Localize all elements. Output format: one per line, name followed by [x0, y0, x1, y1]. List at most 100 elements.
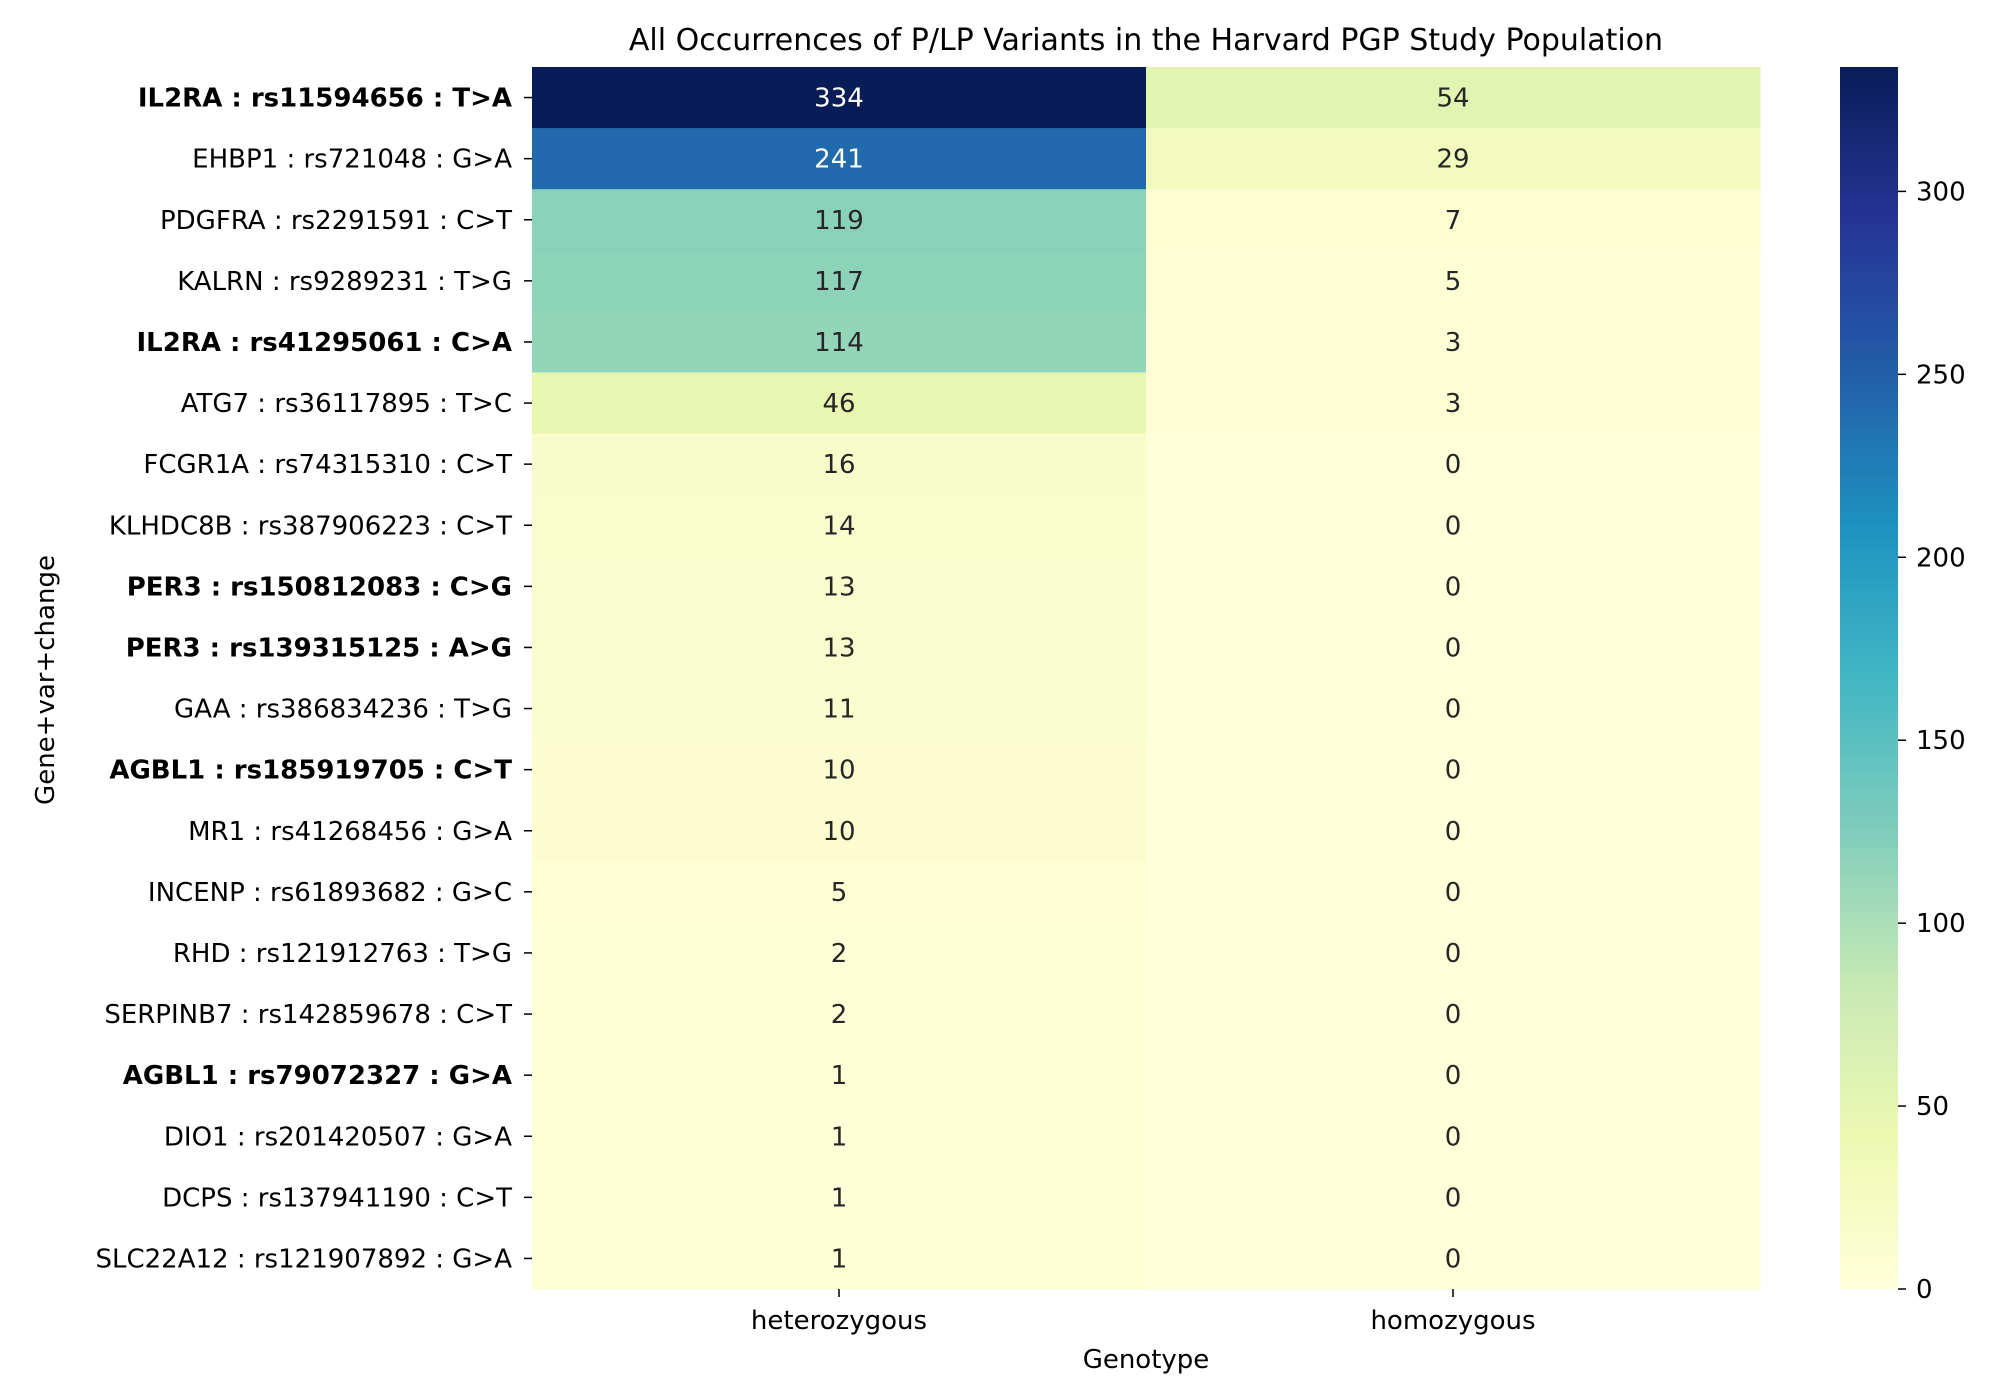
colorbar-ticks: 0 50 100 150 200 250 300: [1898, 177, 1966, 1305]
colorbar-tick-label: 200: [1916, 543, 1966, 573]
cell-value-label: 1: [831, 1061, 848, 1091]
heatmap-cell: [532, 372, 1147, 435]
y-tick-label: GAA : rs386834236 : T>G: [174, 695, 512, 725]
heatmap-cell: [1146, 1166, 1761, 1229]
heatmap-cell: [1146, 1227, 1761, 1290]
cell-value-label: 0: [1445, 1183, 1462, 1213]
cell-value-label: 0: [1445, 939, 1462, 969]
x-tick-label: homozygous: [1370, 1306, 1535, 1336]
row-labels: IL2RA : rs11594656 : T>A EHBP1 : rs721048…: [95, 84, 532, 1274]
cell-value-label: 1: [831, 1244, 848, 1274]
cell-value-label: 54: [1436, 84, 1469, 114]
y-tick-label: KALRN : rs9289231 : T>G: [177, 267, 512, 297]
x-axis-label: Genotype: [1083, 1345, 1210, 1375]
colorbar-tick-label: 100: [1916, 909, 1966, 939]
cell-value-label: 1: [831, 1183, 848, 1213]
heatmap-cell: [1146, 67, 1761, 129]
colorbar-tick-label: 300: [1916, 177, 1966, 207]
cell-value-label: 10: [822, 817, 855, 847]
cell-value-label: 119: [814, 206, 864, 236]
heatmap-cell: [1146, 372, 1761, 435]
colorbar: [1840, 67, 1898, 1289]
heatmap-cell: [532, 1105, 1147, 1168]
heatmap-cell: [532, 433, 1147, 496]
y-tick-label: FCGR1A : rs74315310 : C>T: [143, 450, 512, 480]
cell-value-label: 0: [1445, 572, 1462, 602]
cell-value-label: 241: [814, 145, 864, 175]
cell-value-label: 0: [1445, 633, 1462, 663]
y-tick-label: PER3 : rs139315125 : A>G: [126, 633, 512, 663]
column-labels: heterozygous homozygous: [751, 1289, 1536, 1336]
heatmap-cell: [532, 861, 1147, 923]
cell-value-label: 13: [822, 633, 855, 663]
heatmap-cell: [532, 616, 1147, 679]
heatmap-cell: [1146, 433, 1761, 496]
y-tick-label: INCENP : rs61893682 : G>C: [148, 878, 512, 908]
cell-value-label: 11: [822, 695, 855, 725]
cell-value-label: 117: [814, 267, 864, 297]
heatmap-cell: [1146, 616, 1761, 679]
cell-value-label: 334: [814, 84, 864, 114]
heatmap-cell: [532, 67, 1147, 129]
y-tick-label: KLHDC8B : rs387906223 : C>T: [109, 511, 512, 541]
y-tick-label: IL2RA : rs11594656 : T>A: [138, 84, 512, 114]
cell-value-label: 1: [831, 1122, 848, 1152]
y-tick-label: SERPINB7 : rs142859678 : C>T: [104, 1000, 512, 1030]
heatmap-cell: [1146, 678, 1761, 740]
cell-value-label: 0: [1445, 511, 1462, 541]
x-tick-label: heterozygous: [751, 1306, 927, 1336]
heatmap-cell: [1146, 1044, 1761, 1107]
heatmap-cell: [1146, 922, 1761, 984]
cell-value-label: 0: [1445, 817, 1462, 847]
heatmap-cell: [1146, 555, 1761, 618]
y-tick-label: SLC22A12 : rs121907892 : G>A: [95, 1244, 512, 1274]
cell-value-label: 29: [1436, 145, 1469, 175]
heatmap-cell: [1146, 1105, 1761, 1168]
cell-value-label: 16: [822, 450, 855, 480]
cell-value-label: 13: [822, 572, 855, 602]
heatmap-cell: [1146, 739, 1761, 801]
y-tick-label: EHBP1 : rs721048 : G>A: [192, 145, 512, 175]
heatmap-cell: [532, 494, 1147, 557]
heatmap-cell: [1146, 861, 1761, 923]
cell-value-label: 3: [1445, 389, 1462, 419]
cell-value-label: 0: [1445, 695, 1462, 725]
cell-value-label: 5: [831, 878, 848, 908]
cell-value-label: 0: [1445, 1061, 1462, 1091]
heatmap-cell: [532, 189, 1147, 251]
cell-value-label: 2: [831, 939, 848, 969]
colorbar-tick-label: 0: [1916, 1275, 1933, 1305]
heatmap-cell: [1146, 128, 1761, 190]
cell-value-label: 5: [1445, 267, 1462, 297]
heatmap-cell: [532, 983, 1147, 1046]
y-tick-label: AGBL1 : rs185919705 : C>T: [109, 756, 512, 786]
heatmap-cell: [1146, 800, 1761, 862]
cell-value-label: 114: [814, 328, 864, 358]
cell-value-label: 46: [822, 389, 855, 419]
heatmap-cell: [532, 555, 1147, 618]
heatmap-cell: [1146, 494, 1761, 557]
y-axis-label: Gene+var+change: [31, 555, 61, 805]
y-tick-label: ATG7 : rs36117895 : T>C: [181, 389, 512, 419]
heatmap-cell: [532, 128, 1147, 190]
y-tick-label: DCPS : rs137941190 : C>T: [162, 1183, 512, 1213]
y-tick-label: AGBL1 : rs79072327 : G>A: [123, 1061, 512, 1091]
y-tick-label: DIO1 : rs201420507 : G>A: [164, 1122, 512, 1152]
cell-value-label: 0: [1445, 878, 1462, 908]
heatmap-cell: [1146, 189, 1761, 251]
y-tick-label: MR1 : rs41268456 : G>A: [188, 817, 512, 847]
y-tick-label: RHD : rs121912763 : T>G: [173, 939, 512, 969]
colorbar-tick-label: 150: [1916, 726, 1966, 756]
cell-value-label: 0: [1445, 1244, 1462, 1274]
heatmap-cell: [532, 250, 1147, 312]
y-tick-label: PER3 : rs150812083 : C>G: [127, 572, 512, 602]
colorbar-tick-label: 50: [1916, 1092, 1949, 1122]
heatmap-cell: [1146, 311, 1761, 373]
colorbar-tick-label: 250: [1916, 360, 1966, 390]
cell-value-label: 2: [831, 1000, 848, 1030]
cell-value-label: 14: [822, 511, 855, 541]
heatmap-cell: [1146, 983, 1761, 1046]
